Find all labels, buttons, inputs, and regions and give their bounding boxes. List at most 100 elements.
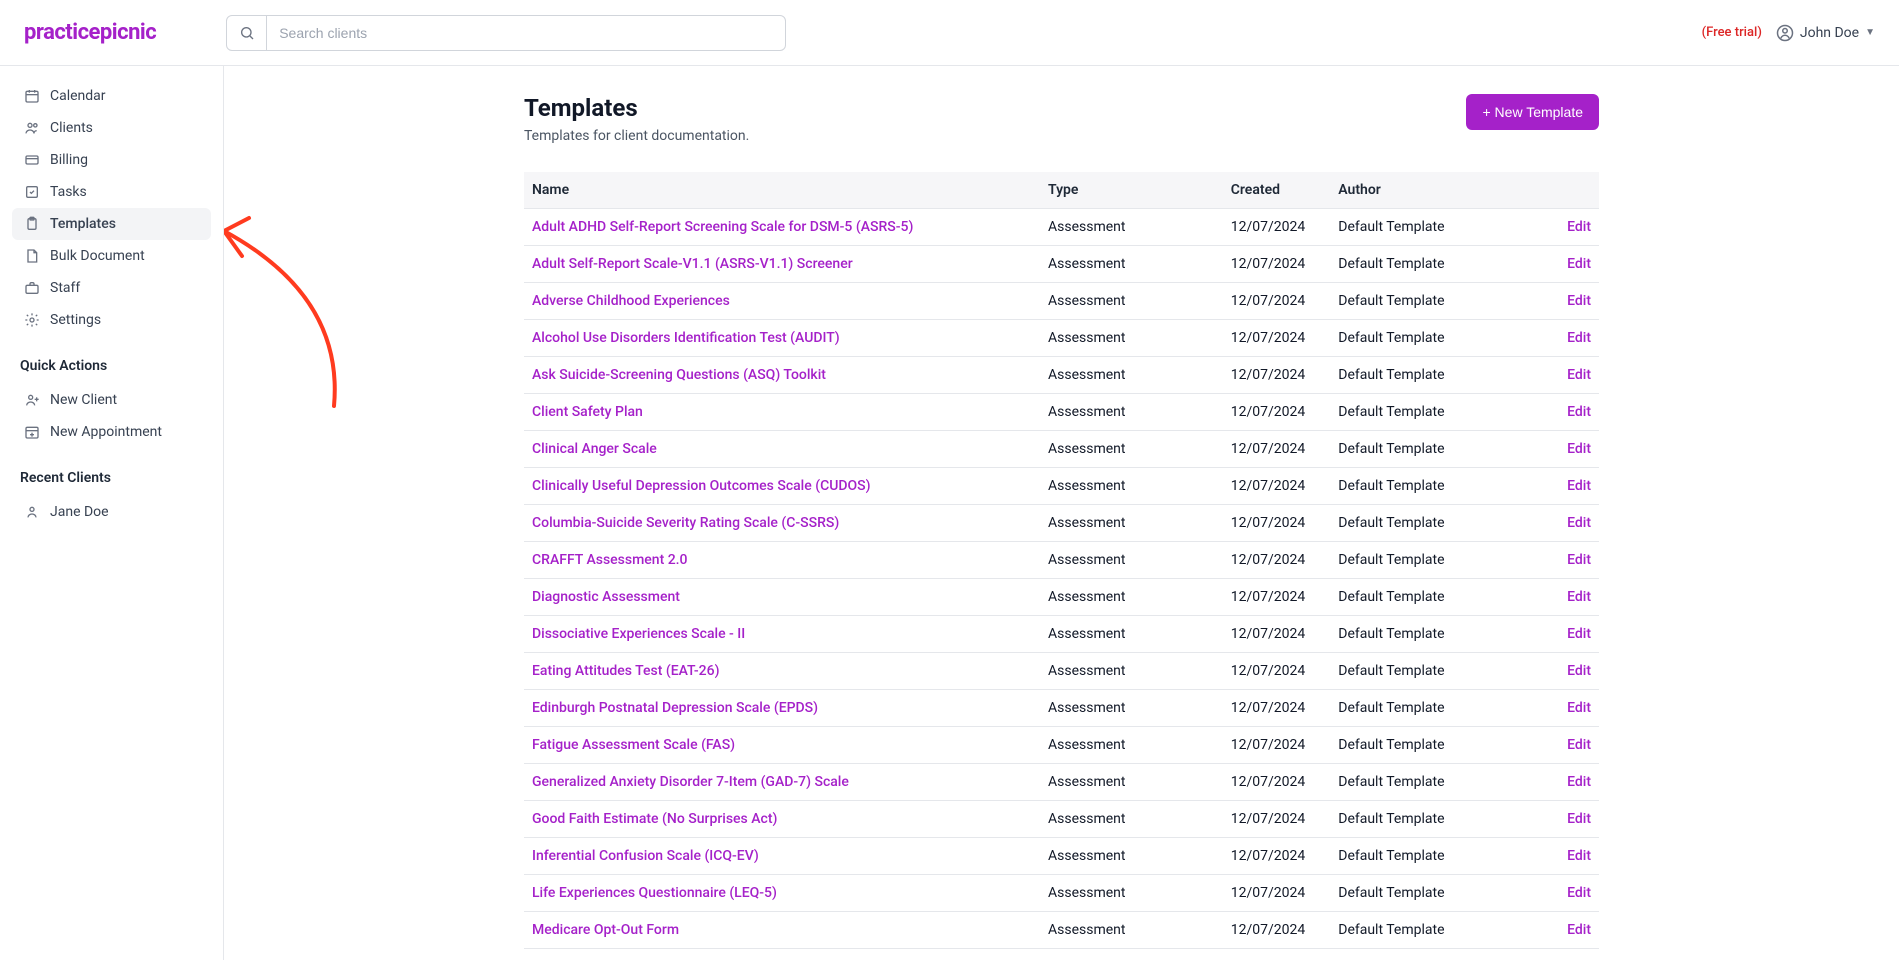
sidebar-item-label: Settings (50, 312, 101, 328)
template-type: Assessment (1040, 616, 1223, 653)
template-link[interactable]: Adult Self-Report Scale-V1.1 (ASRS-V1.1)… (532, 256, 853, 272)
template-author: Default Template (1330, 394, 1513, 431)
logo[interactable]: practicepicnic (24, 20, 156, 45)
clipboard-icon (24, 216, 40, 232)
edit-link[interactable]: Edit (1567, 478, 1591, 494)
template-link[interactable]: Diagnostic Assessment (532, 589, 680, 605)
template-link[interactable]: Generalized Anxiety Disorder 7-Item (GAD… (532, 774, 849, 790)
main: Templates Templates for client documenta… (224, 66, 1899, 960)
sidebar-item-tasks[interactable]: Tasks (12, 176, 211, 208)
template-created: 12/07/2024 (1223, 616, 1331, 653)
template-link[interactable]: Medicare Opt-Out Form (532, 922, 679, 938)
col-name[interactable]: Name (524, 172, 1040, 209)
table-row: Eating Attitudes Test (EAT-26)Assessment… (524, 653, 1599, 690)
edit-link[interactable]: Edit (1567, 700, 1591, 716)
edit-link[interactable]: Edit (1567, 848, 1591, 864)
quick-action-new_appt[interactable]: New Appointment (12, 416, 211, 448)
table-row: Ask Suicide-Screening Questions (ASQ) To… (524, 357, 1599, 394)
sidebar-item-templates[interactable]: Templates (12, 208, 211, 240)
check-icon (24, 184, 40, 200)
template-author: Default Template (1330, 801, 1513, 838)
trial-badge[interactable]: (Free trial) (1702, 25, 1762, 40)
template-link[interactable]: CRAFFT Assessment 2.0 (532, 552, 688, 568)
template-link[interactable]: Client Safety Plan (532, 404, 643, 420)
template-created: 12/07/2024 (1223, 394, 1331, 431)
edit-link[interactable]: Edit (1567, 626, 1591, 642)
col-author[interactable]: Author (1330, 172, 1513, 209)
edit-link[interactable]: Edit (1567, 515, 1591, 531)
template-author: Default Template (1330, 912, 1513, 949)
search-input[interactable] (267, 25, 785, 41)
template-link[interactable]: Life Experiences Questionnaire (LEQ-5) (532, 885, 777, 901)
sidebar-item-clients[interactable]: Clients (12, 112, 211, 144)
col-created[interactable]: Created (1223, 172, 1331, 209)
people-icon (24, 120, 40, 136)
edit-link[interactable]: Edit (1567, 367, 1591, 383)
template-link[interactable]: Columbia-Suicide Severity Rating Scale (… (532, 515, 839, 531)
edit-link[interactable]: Edit (1567, 663, 1591, 679)
cal-plus-icon (24, 424, 40, 440)
template-created: 12/07/2024 (1223, 653, 1331, 690)
sidebar-item-bulk[interactable]: Bulk Document (12, 240, 211, 272)
new-template-button[interactable]: + New Template (1466, 94, 1599, 130)
template-link[interactable]: Dissociative Experiences Scale - II (532, 626, 745, 642)
template-created: 12/07/2024 (1223, 801, 1331, 838)
template-author: Default Template (1330, 653, 1513, 690)
edit-link[interactable]: Edit (1567, 404, 1591, 420)
search-box[interactable] (226, 15, 786, 51)
sidebar-item-billing[interactable]: Billing (12, 144, 211, 176)
edit-link[interactable]: Edit (1567, 589, 1591, 605)
template-link[interactable]: Fatigue Assessment Scale (FAS) (532, 737, 735, 753)
template-author: Default Template (1330, 579, 1513, 616)
template-type: Assessment (1040, 283, 1223, 320)
template-link[interactable]: Clinical Anger Scale (532, 441, 657, 457)
edit-link[interactable]: Edit (1567, 737, 1591, 753)
template-link[interactable]: Alcohol Use Disorders Identification Tes… (532, 330, 840, 346)
template-type: Assessment (1040, 838, 1223, 875)
recent-clients-label: Recent Clients (12, 452, 211, 492)
template-link[interactable]: Adverse Childhood Experiences (532, 293, 730, 309)
sidebar-item-staff[interactable]: Staff (12, 272, 211, 304)
table-row: Inferential Confusion Scale (ICQ-EV) Asse… (524, 838, 1599, 875)
template-type: Assessment (1040, 320, 1223, 357)
table-row: Columbia-Suicide Severity Rating Scale (… (524, 505, 1599, 542)
template-link[interactable]: Adult ADHD Self-Report Screening Scale f… (532, 219, 913, 235)
edit-link[interactable]: Edit (1567, 219, 1591, 235)
recent-client-jane[interactable]: Jane Doe (12, 496, 211, 528)
template-type: Assessment (1040, 246, 1223, 283)
table-row: Medicare Opt-Out FormAssessment12/07/202… (524, 912, 1599, 949)
template-type: Assessment (1040, 875, 1223, 912)
quick-action-new_client[interactable]: New Client (12, 384, 211, 416)
sidebar-item-settings[interactable]: Settings (12, 304, 211, 336)
template-link[interactable]: Ask Suicide-Screening Questions (ASQ) To… (532, 367, 826, 383)
template-author: Default Template (1330, 616, 1513, 653)
template-link[interactable]: Edinburgh Postnatal Depression Scale (EP… (532, 700, 818, 716)
sidebar-item-label: Bulk Document (50, 248, 145, 264)
calendar-icon (24, 88, 40, 104)
edit-link[interactable]: Edit (1567, 330, 1591, 346)
template-created: 12/07/2024 (1223, 283, 1331, 320)
edit-link[interactable]: Edit (1567, 293, 1591, 309)
edit-link[interactable]: Edit (1567, 552, 1591, 568)
user-menu[interactable]: John Doe ▼ (1776, 24, 1875, 42)
page-subtitle: Templates for client documentation. (524, 128, 749, 144)
edit-link[interactable]: Edit (1567, 811, 1591, 827)
edit-link[interactable]: Edit (1567, 774, 1591, 790)
template-type: Assessment (1040, 505, 1223, 542)
template-link[interactable]: Eating Attitudes Test (EAT-26) (532, 663, 719, 679)
template-link[interactable]: Inferential Confusion Scale (ICQ-EV) (532, 848, 759, 864)
sidebar: CalendarClientsBillingTasksTemplates Bulk… (0, 66, 224, 960)
col-type[interactable]: Type (1040, 172, 1223, 209)
table-row: Adult Self-Report Scale-V1.1 (ASRS-V1.1)… (524, 246, 1599, 283)
template-created: 12/07/2024 (1223, 542, 1331, 579)
template-created: 12/07/2024 (1223, 727, 1331, 764)
edit-link[interactable]: Edit (1567, 885, 1591, 901)
sidebar-item-calendar[interactable]: Calendar (12, 80, 211, 112)
user-icon (1776, 24, 1794, 42)
edit-link[interactable]: Edit (1567, 922, 1591, 938)
template-link[interactable]: Clinically Useful Depression Outcomes Sc… (532, 478, 871, 494)
edit-link[interactable]: Edit (1567, 441, 1591, 457)
template-link[interactable]: Good Faith Estimate (No Surprises Act) (532, 811, 777, 827)
edit-link[interactable]: Edit (1567, 256, 1591, 272)
template-created: 12/07/2024 (1223, 468, 1331, 505)
